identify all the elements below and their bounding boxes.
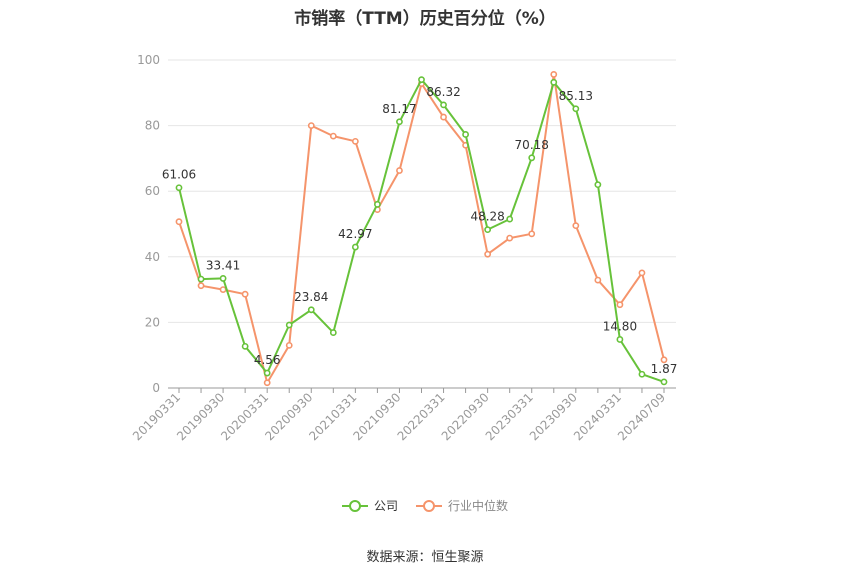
data-label: 81.17 [382,102,416,116]
series-point-1 [528,230,536,238]
source-note: 数据来源：恒生聚源 [366,550,484,565]
series-point-1 [440,113,447,121]
series-point-0 [506,215,514,223]
series-point-1 [329,132,337,140]
legend-swatch-industry-median [416,499,442,513]
y-tick-label: 40 [145,250,160,264]
series-point-0 [197,275,205,283]
series-point-0 [329,329,337,336]
legend-label-industry-median: 行业中位数 [448,499,509,513]
series-point-0 [307,306,315,314]
series-point-1 [219,286,227,293]
chart-title: 市销率（TTM）历史百分位（%） [294,9,556,29]
series-point-0 [396,118,403,126]
legend-item-industry-median[interactable]: 行业中位数 [416,497,508,514]
series-point-1 [594,276,602,284]
series-point-0 [638,370,646,378]
legend: 公司 行业中位数 [0,497,850,514]
series-line-1 [178,73,665,384]
legend-swatch-company [341,499,368,513]
series-point-0 [175,184,183,192]
data-label: 4.56 [254,353,281,367]
grid-lines [168,59,676,323]
series-point-0 [660,378,668,386]
series-point-1 [484,250,492,258]
series-point-0 [616,336,624,343]
y-tick-label: 100 [137,53,160,67]
data-labels: 61.06 33.41 4.56 23.84 42.97 81.17 86.32 48.28 7… [162,85,678,376]
series-point-0 [418,76,425,84]
data-label: 85.13 [559,89,593,103]
series-point-1 [572,222,580,230]
data-label: 61.06 [162,168,196,182]
series-point-1 [241,290,249,298]
series-point-0 [351,243,359,251]
data-label: 48.28 [470,210,504,224]
series-point-0 [528,154,536,162]
data-label: 1.87 [651,362,678,376]
series-point-1 [550,71,558,78]
series-point-0 [440,101,447,109]
series-point-1 [307,122,315,129]
series-point-1 [638,269,646,277]
series-point-0 [550,78,558,86]
series-point-1 [660,356,668,364]
series-lines [175,71,668,387]
series-point-1 [616,301,624,309]
series-point-1 [175,218,183,226]
series-point-0 [241,342,249,350]
y-tick-label: 0 [152,381,160,395]
series-point-0 [572,105,580,113]
series-point-0 [594,181,602,189]
series-point-1 [506,234,514,242]
x-tick-label: 20240709 [615,390,668,443]
data-label: 70.18 [515,138,549,152]
series-line-0 [178,78,665,383]
data-label: 42.97 [338,227,372,241]
series-point-1 [285,341,293,349]
data-label: 86.32 [426,85,460,99]
data-label: 23.84 [294,290,328,304]
series-point-0 [285,321,293,329]
series-point-1 [351,137,359,145]
legend-label-company: 公司 [373,499,398,513]
y-tick-label: 20 [145,315,160,329]
series-point-0 [219,275,227,282]
series-point-0 [462,131,469,138]
legend-item-company[interactable]: 公司 [341,497,398,514]
series-point-1 [197,282,205,290]
series-point-0 [484,226,492,234]
series-point-1 [263,379,271,387]
data-label: 33.41 [206,258,240,272]
series-point-0 [374,200,381,208]
data-label: 14.80 [603,319,637,333]
series-point-0 [263,369,271,377]
series-point-1 [396,167,403,174]
y-tick-label: 60 [145,184,160,198]
y-tick-label: 80 [145,119,160,133]
